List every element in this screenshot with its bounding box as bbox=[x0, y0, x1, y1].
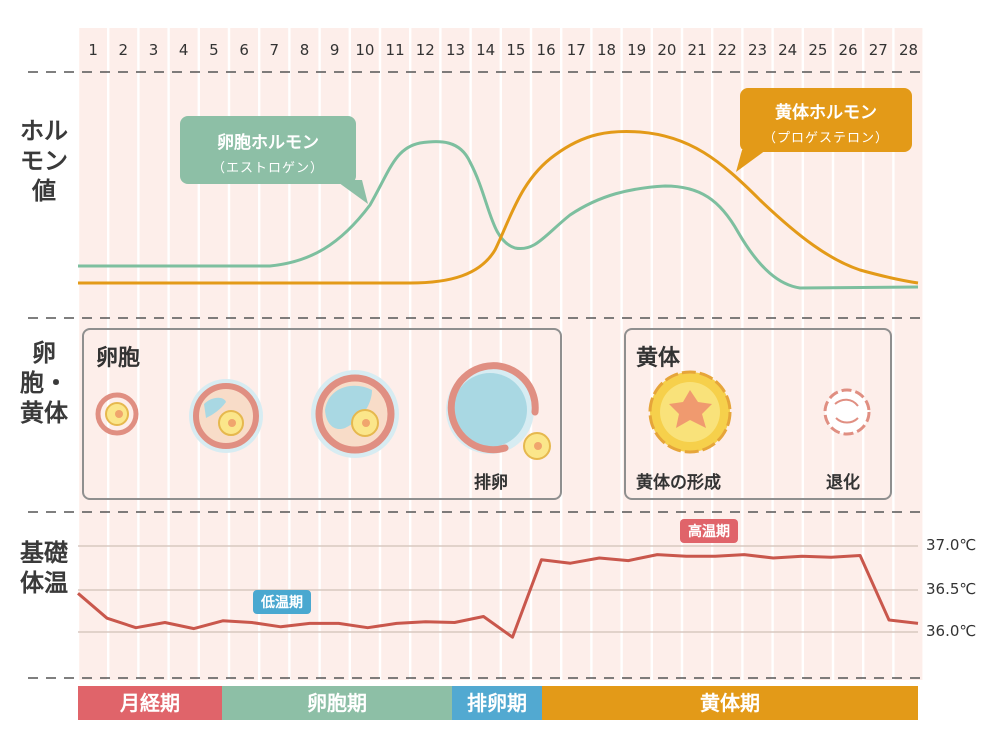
estrogen-title: 卵胞ホルモン bbox=[217, 133, 319, 153]
day-number: 17 bbox=[567, 41, 586, 59]
day-number: 11 bbox=[386, 41, 405, 59]
day-number: 25 bbox=[808, 41, 827, 59]
day-stripe bbox=[139, 28, 168, 680]
high-temp-badge: 高温期 bbox=[680, 519, 738, 543]
temp-tick-36-0: 36.0℃ bbox=[926, 622, 977, 640]
day-number: 18 bbox=[597, 41, 616, 59]
estrogen-curve bbox=[78, 140, 919, 290]
phase-luteal: 黄体期 bbox=[542, 686, 918, 720]
day-number: 9 bbox=[330, 41, 340, 59]
day-number: 21 bbox=[688, 41, 707, 59]
follicle-ovulating bbox=[446, 362, 551, 460]
day-number: 28 bbox=[899, 41, 918, 59]
day-stripe bbox=[441, 28, 470, 680]
formation-caption: 黄体の形成 bbox=[636, 473, 721, 493]
day-stripe bbox=[381, 28, 409, 680]
day-number: 24 bbox=[778, 41, 797, 59]
day-number: 12 bbox=[416, 41, 435, 59]
day-number: 23 bbox=[748, 41, 767, 59]
estrogen-callout-tail bbox=[335, 180, 368, 204]
day-stripe bbox=[592, 28, 621, 680]
day-number: 26 bbox=[839, 41, 858, 59]
progesterone-callout: 黄体ホルモン （プロゲステロン） bbox=[740, 88, 912, 152]
follicle-luteum-row-label: 卵胞・黄体 bbox=[20, 339, 68, 427]
day-numbers: 1 2 3 4 5 6 7 8 9 10 11 12 13 14 15 16 17 18 19 20 21 22 23 24 2… bbox=[88, 41, 918, 59]
bbt-row-label: 基礎体温 bbox=[20, 539, 68, 597]
follicle-stage-3 bbox=[311, 370, 399, 458]
day-number: 13 bbox=[446, 41, 465, 59]
progesterone-title: 黄体ホルモン bbox=[775, 103, 877, 123]
luteum-box-title: 黄体 bbox=[636, 346, 681, 371]
follicle-box bbox=[82, 328, 562, 500]
follicle-stage-1 bbox=[95, 392, 139, 436]
day-number: 3 bbox=[149, 41, 159, 59]
temp-tick-37-0: 37.0℃ bbox=[926, 536, 977, 554]
day-number: 19 bbox=[627, 41, 646, 59]
day-stripe bbox=[622, 28, 651, 680]
regression-caption: 退化 bbox=[826, 473, 860, 493]
day-number: 5 bbox=[209, 41, 219, 59]
day-number: 8 bbox=[300, 41, 310, 59]
progesterone-curve bbox=[78, 130, 919, 285]
day-number: 15 bbox=[506, 41, 525, 59]
day-number: 4 bbox=[179, 41, 189, 59]
day-number: 6 bbox=[239, 41, 249, 59]
phase-follicular: 卵胞期 bbox=[222, 686, 452, 720]
luteum-box bbox=[624, 328, 892, 500]
day-stripe bbox=[411, 28, 440, 680]
day-stripe bbox=[683, 28, 711, 680]
hormone-row-label: ホルモン値 bbox=[20, 117, 68, 205]
day-stripe bbox=[471, 28, 500, 680]
day-number: 10 bbox=[355, 41, 374, 59]
estrogen-subtitle: （エストロゲン） bbox=[211, 161, 324, 176]
corpus-luteum-regression bbox=[823, 388, 871, 436]
day-number: 20 bbox=[657, 41, 676, 59]
day-stripe bbox=[502, 28, 530, 680]
day-number: 22 bbox=[718, 41, 737, 59]
day-stripe bbox=[109, 28, 138, 680]
day-number: 16 bbox=[537, 41, 556, 59]
day-number: 7 bbox=[270, 41, 280, 59]
day-stripe bbox=[562, 28, 591, 680]
corpus-luteum-formation bbox=[648, 370, 732, 454]
low-temp-badge: 低温期 bbox=[253, 590, 311, 614]
phase-ovulation: 排卵期 bbox=[452, 686, 542, 720]
progesterone-callout-tail bbox=[736, 150, 766, 172]
progesterone-subtitle: （プロゲステロン） bbox=[762, 131, 889, 146]
day-number: 14 bbox=[476, 41, 495, 59]
ovulation-caption: 排卵 bbox=[474, 473, 508, 493]
day-number: 27 bbox=[869, 41, 888, 59]
day-number: 2 bbox=[119, 41, 129, 59]
basal-body-temperature-line bbox=[77, 553, 919, 639]
day-number: 1 bbox=[88, 41, 98, 59]
phase-menstrual: 月経期 bbox=[78, 686, 222, 720]
temp-tick-36-5: 36.5℃ bbox=[926, 580, 977, 598]
day-stripe bbox=[713, 28, 742, 680]
estrogen-callout: 卵胞ホルモン （エストロゲン） bbox=[180, 116, 356, 184]
follicle-stage-2 bbox=[189, 379, 263, 453]
follicle-box-title: 卵胞 bbox=[96, 346, 141, 371]
